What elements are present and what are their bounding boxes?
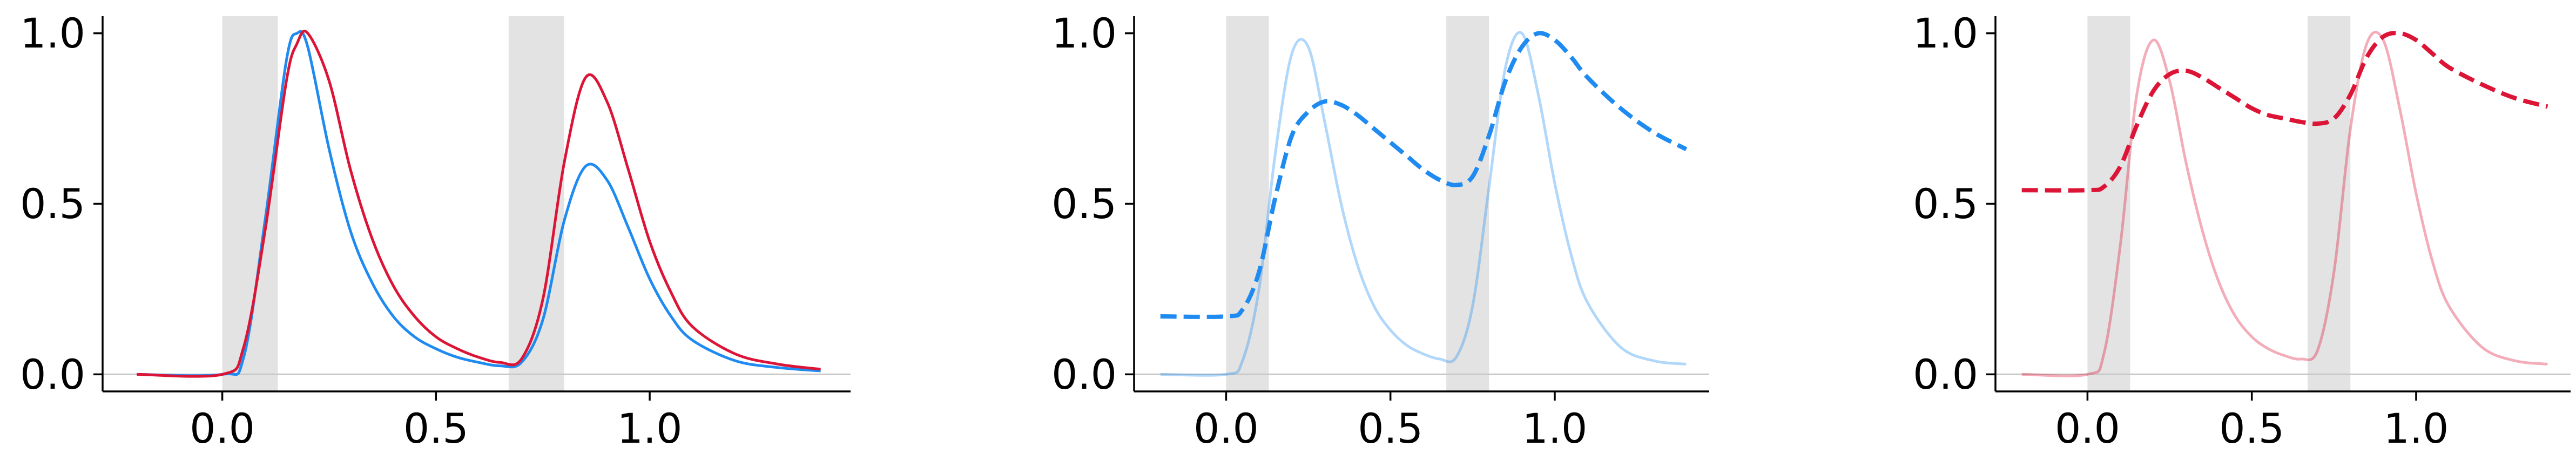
y-tick-label: 0.0 xyxy=(1051,350,1117,398)
x-tick-label: 0.0 xyxy=(2055,404,2120,452)
series-line-1 xyxy=(137,30,821,377)
series-line-1 xyxy=(1160,31,1687,377)
y-tick-label: 1.0 xyxy=(1051,9,1117,57)
x-tick-label: 0.5 xyxy=(2219,404,2284,452)
series-line-2 xyxy=(137,30,821,378)
y-tick-label: 0.0 xyxy=(20,350,85,398)
y-tick-label: 0.5 xyxy=(1913,180,1978,228)
y-tick-label: 1.0 xyxy=(1913,9,1978,57)
x-tick-label: 0.0 xyxy=(190,404,255,452)
y-tick-label: 0.0 xyxy=(1913,350,1978,398)
x-tick-label: 1.0 xyxy=(1522,404,1588,452)
x-tick-label: 1.0 xyxy=(617,404,683,452)
series-line-2 xyxy=(2021,31,2548,193)
series-line-2 xyxy=(1160,31,1688,319)
x-tick-label: 0.5 xyxy=(1358,404,1423,452)
y-tick-label: 0.5 xyxy=(1051,180,1117,228)
chart-panel-1: 0.0 0.5 1.0 0.0 0.5 1.0 xyxy=(20,9,851,452)
y-tick-label: 0.5 xyxy=(20,180,85,228)
chart-panel-2: 0.0 0.5 1.0 0.0 0.5 1.0 xyxy=(1051,9,1709,452)
x-tick-label: 0.0 xyxy=(1193,404,1259,452)
shaded-interval-1 xyxy=(1226,16,1269,391)
x-tick-label: 1.0 xyxy=(2384,404,2449,452)
series-line-1 xyxy=(2021,31,2548,377)
x-tick-label: 0.5 xyxy=(403,404,469,452)
shaded-interval-2 xyxy=(1446,16,1489,391)
chart-panel-3: 0.0 0.5 1.0 0.0 0.5 1.0 xyxy=(1913,9,2571,452)
shaded-interval-2 xyxy=(2308,16,2351,391)
shaded-interval-1 xyxy=(2087,16,2130,391)
y-tick-label: 1.0 xyxy=(20,9,85,57)
